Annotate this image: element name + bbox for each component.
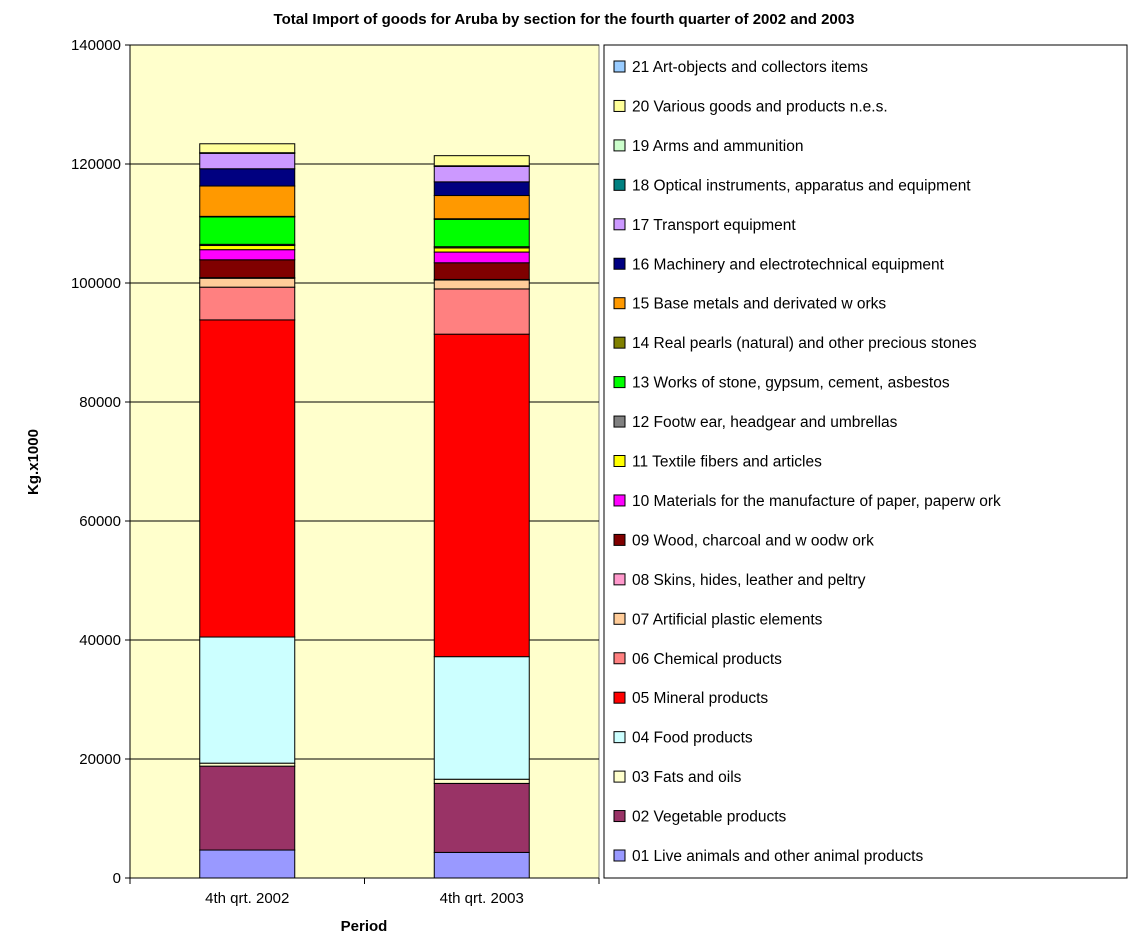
legend-label: 11 Textile fibers and articles (632, 454, 822, 471)
bar-segment (433, 262, 530, 280)
bar-segment (433, 782, 530, 853)
axes (125, 44, 600, 884)
bar-segment (433, 288, 530, 335)
legend-swatch (613, 652, 626, 665)
legend-swatch (613, 770, 626, 783)
x-tick-label: 4th qrt. 2003 (440, 890, 524, 907)
legend-label: 05 Mineral products (632, 690, 768, 707)
bar-segment (199, 143, 296, 154)
bar-segment (199, 319, 296, 638)
bar-segment (199, 765, 296, 851)
legend-label: 01 Live animals and other animal product… (632, 848, 923, 865)
legend-swatch (613, 455, 626, 467)
legend-swatch (613, 60, 626, 73)
bar-segment (199, 259, 296, 279)
legend-label: 17 Transport equipment (632, 217, 796, 234)
y-tick-labels: 0 20000 40000 60000 80000 100000 120000 140000 (71, 37, 121, 887)
bar-segment (433, 251, 530, 264)
bar-segment (433, 333, 530, 658)
legend-label: 18 Optical instruments, apparatus and eq… (632, 177, 971, 194)
bar-segment (433, 195, 530, 220)
bar-segment (433, 218, 530, 248)
legend-label: 13 Works of stone, gypsum, cement, asbes… (632, 375, 950, 392)
legend-label: 03 Fats and oils (632, 769, 742, 786)
legend-swatch (613, 494, 626, 507)
legend-swatch (613, 573, 626, 586)
bar-segment (199, 152, 296, 170)
legend-swatch (613, 99, 626, 112)
legend-label: 16 Machinery and electrotechnical equipm… (632, 256, 945, 273)
legend-label: 19 Arms and ammunition (632, 138, 803, 155)
bar-segment (199, 636, 296, 764)
bar-segment (199, 249, 296, 261)
legend-swatch (613, 297, 626, 310)
x-axis-title: Period (341, 918, 388, 935)
legend-label: 08 Skins, hides, leather and peltry (632, 572, 866, 589)
y-tick-label: 100000 (71, 275, 121, 292)
bar-segment (433, 155, 530, 167)
y-tick-label: 0 (113, 870, 121, 887)
legend-swatch (613, 533, 626, 546)
legend-swatch (613, 810, 626, 823)
bars (199, 143, 530, 879)
y-tick-label: 60000 (79, 513, 121, 530)
legend-swatch (613, 257, 626, 270)
y-tick-label: 120000 (71, 156, 121, 173)
y-tick-label: 80000 (79, 394, 121, 411)
legend-swatch (613, 731, 626, 744)
legend-swatch (613, 178, 626, 191)
bar-segment (199, 245, 296, 251)
legend: 21 Art-objects and collectors items 20 Va… (603, 44, 1128, 879)
legend-swatch (613, 139, 626, 152)
legend-label: 10 Materials for the manufacture of pape… (632, 493, 1001, 510)
x-tick-labels: 4th qrt. 2002 4th qrt. 2003 (205, 890, 524, 907)
legend-swatch (613, 218, 626, 231)
legend-swatch (613, 691, 626, 704)
x-tick-label: 4th qrt. 2002 (205, 890, 289, 907)
legend-swatch (613, 612, 626, 625)
legend-label: 06 Chemical products (632, 651, 782, 668)
bar-segment (433, 778, 530, 784)
chart-title: Total Import of goods for Aruba by secti… (274, 11, 855, 28)
bar-segment (199, 185, 296, 217)
legend-swatch (613, 849, 626, 862)
legend-label: 12 Footw ear, headgear and umbrellas (632, 414, 898, 431)
legend-swatch (613, 376, 626, 389)
bar-segment (433, 656, 530, 780)
legend-box (603, 44, 1128, 879)
legend-label: 09 Wood, charcoal and w oodw ork (632, 532, 874, 549)
bar-segment (199, 216, 296, 245)
legend-label: 21 Art-objects and collectors items (632, 59, 868, 76)
bar-segment (433, 851, 530, 879)
legend-label: 04 Food products (632, 730, 753, 747)
legend-label: 20 Various goods and products n.e.s. (632, 98, 888, 115)
legend-swatch (613, 415, 626, 428)
y-tick-label: 140000 (71, 37, 121, 54)
bar-segment (199, 849, 296, 879)
legend-label: 02 Vegetable products (632, 809, 787, 826)
bar-segment (433, 247, 530, 253)
y-tick-label: 40000 (79, 632, 121, 649)
y-tick-label: 20000 (79, 751, 121, 768)
bar-segment (199, 277, 296, 288)
bar-segment (433, 181, 530, 197)
bar-segment (199, 286, 296, 321)
legend-label: 15 Base metals and derivated w orks (632, 296, 886, 313)
legend-swatch (613, 336, 626, 349)
legend-label: 14 Real pearls (natural) and other preci… (632, 335, 977, 352)
bar-segment (199, 168, 296, 187)
y-axis-title: Kg.x1000 (25, 429, 42, 495)
bar-segment (433, 165, 530, 183)
legend-label: 07 Artificial plastic elements (632, 611, 823, 628)
bar-segment (433, 279, 530, 290)
